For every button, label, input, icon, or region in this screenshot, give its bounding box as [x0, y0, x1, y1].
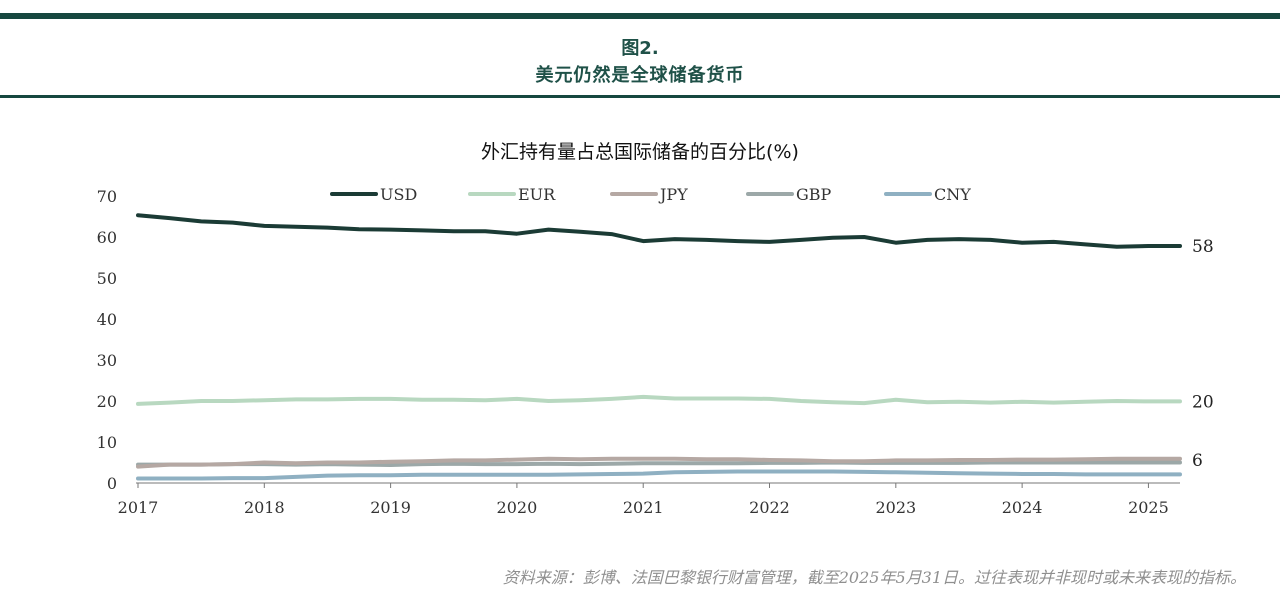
- x-tick-label: 2024: [1002, 498, 1043, 517]
- x-tick-label: 2021: [623, 498, 664, 517]
- y-tick-label: 0: [107, 474, 117, 493]
- y-tick-label: 40: [97, 310, 117, 329]
- header-bottom-rule: [0, 95, 1280, 98]
- legend-label-cny: CNY: [934, 185, 971, 204]
- series-line-jpy: [136, 456, 1182, 469]
- x-tick-label: 2018: [244, 498, 285, 517]
- y-tick-label: 20: [97, 392, 117, 411]
- x-tick-label: 2020: [497, 498, 538, 517]
- x-tick-label: 2023: [875, 498, 916, 517]
- top-rule: [0, 13, 1280, 19]
- end-value-label: 20: [1192, 392, 1214, 412]
- legend-label-usd: USD: [380, 185, 417, 204]
- x-tick-label: 2017: [118, 498, 159, 517]
- series-line-usd: [136, 213, 1182, 249]
- series-line-eur: [136, 394, 1182, 406]
- series-line-cny: [136, 469, 1182, 481]
- source-footnote: 资料来源：彭博、法国巴黎银行财富管理，截至2025年5月31日。过往表现并非现时…: [502, 568, 1246, 587]
- y-tick-label: 30: [97, 351, 117, 370]
- y-tick-label: 50: [97, 269, 117, 288]
- x-tick-label: 2022: [749, 498, 790, 517]
- chart-title: 外汇持有量占总国际储备的百分比(%): [481, 141, 799, 163]
- y-tick-label: 70: [97, 187, 117, 206]
- legend-label-eur: EUR: [518, 185, 556, 204]
- y-tick-label: 10: [97, 433, 117, 452]
- y-tick-label: 60: [97, 228, 117, 247]
- legend-label-gbp: GBP: [796, 185, 832, 204]
- end-value-label: 6: [1192, 451, 1203, 471]
- end-value-label: 58: [1192, 237, 1214, 257]
- x-tick-label: 2019: [370, 498, 411, 517]
- figure-label: 图2.: [621, 38, 659, 59]
- x-tick-label: 2025: [1128, 498, 1169, 517]
- legend-label-jpy: JPY: [658, 185, 688, 204]
- figure-title: 美元仍然是全球储备货币: [535, 65, 745, 86]
